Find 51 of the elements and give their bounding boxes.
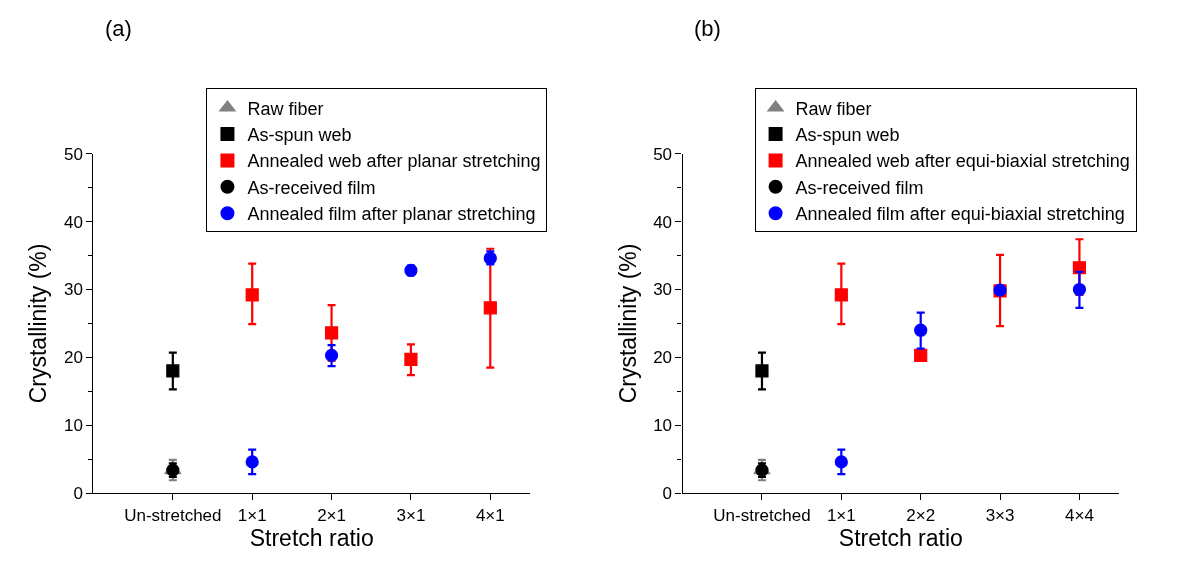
y-axis-title: Crystallinity (%) (614, 243, 641, 404)
legend-label: Annealed film after planar stretching (247, 204, 536, 225)
x-tick-label: 1×1 (237, 505, 267, 525)
x-tick-label: 3×1 (396, 505, 426, 525)
point (755, 364, 769, 378)
legend-label: Raw fiber (795, 98, 872, 119)
y-tick-label: 10 (653, 416, 673, 436)
chart-title: (b) (694, 16, 721, 41)
point (834, 455, 848, 469)
y-tick-label: 10 (64, 416, 83, 436)
y-tick-label: 50 (653, 144, 673, 164)
point (483, 301, 497, 315)
x-tick-label: 4×1 (475, 505, 505, 525)
point (1072, 282, 1087, 297)
legend-label: Raw fiber (247, 98, 324, 119)
x-axis-title: Stretch ratio (249, 524, 374, 551)
x-axis-title: Stretch ratio (838, 524, 963, 551)
y-tick-label: 40 (653, 212, 673, 232)
y-tick-label: 20 (64, 348, 83, 368)
x-tick-label: 4×4 (1065, 505, 1094, 525)
x-tick-label: 3×3 (985, 505, 1015, 525)
y-tick-label: 40 (64, 212, 83, 232)
chart-title: (a) (105, 16, 132, 41)
y-tick-label: 30 (64, 280, 83, 300)
point (245, 288, 259, 302)
point (914, 323, 928, 337)
point (834, 288, 848, 302)
x-tick-label: 2×1 (317, 505, 346, 525)
point (404, 352, 418, 367)
y-tick-label: 0 (662, 484, 673, 504)
point (324, 348, 339, 362)
point (166, 364, 180, 378)
x-tick-label: Un-stretched (124, 505, 222, 525)
y-tick-label: 30 (653, 280, 673, 300)
y-axis-title: Crystallinity (%) (25, 243, 52, 404)
legend-label: Annealed web after equi-biaxial stretching (795, 151, 1130, 172)
legend-label: As-received film (247, 177, 376, 198)
x-tick-label: 1×1 (826, 505, 856, 525)
x-tick-label: Un-stretched (713, 505, 811, 525)
point (245, 455, 259, 469)
point (324, 326, 339, 340)
legend-label: Annealed web after planar stretching (247, 151, 541, 172)
legend-label: As-received film (795, 177, 924, 198)
y-tick-label: 50 (64, 144, 83, 164)
legend-label: Annealed film after equi-biaxial stretching (795, 204, 1125, 225)
point (914, 348, 928, 362)
legend-label: As-spun web (795, 125, 900, 146)
y-tick-label: 0 (73, 484, 83, 504)
y-tick-label: 20 (653, 348, 673, 368)
x-tick-label: 2×2 (906, 505, 936, 525)
legend-label: As-spun web (247, 125, 352, 146)
